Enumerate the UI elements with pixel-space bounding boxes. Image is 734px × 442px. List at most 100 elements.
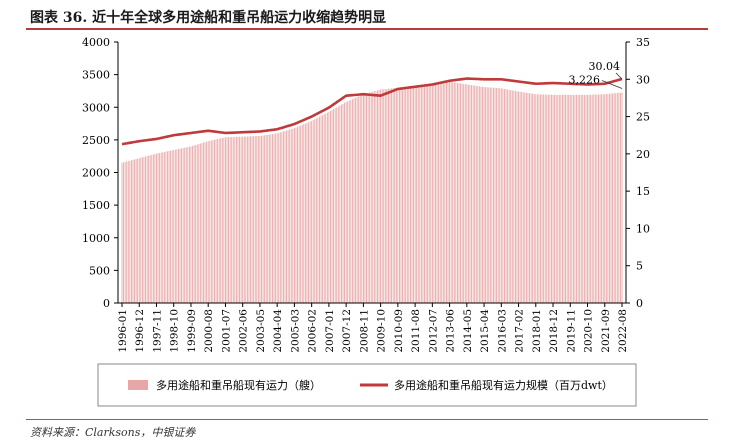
capacity-bar [130,160,132,303]
capacity-bar [279,132,281,303]
capacity-bar [315,118,317,304]
capacity-bar [450,82,452,303]
left-tick-label: 3500 [82,69,110,82]
capacity-bar [596,94,598,303]
capacity-bar [366,93,367,303]
capacity-bar [220,138,222,303]
capacity-bar [243,136,245,303]
x-tick-label: 2001-07 [220,309,232,353]
capacity-bar [367,92,369,303]
capacity-bar [483,87,485,303]
capacity-bar [168,150,170,303]
capacity-bar [607,93,609,303]
capacity-bar [582,94,584,303]
capacity-bar [361,94,363,303]
capacity-bar [557,94,559,303]
capacity-bar [416,86,418,303]
capacity-bar [248,136,250,303]
x-tick-label: 2013-06 [445,309,457,353]
right-tick-label: 30 [636,73,650,86]
capacity-bar [499,88,501,304]
left-tick-label: 2000 [82,167,110,180]
capacity-bar [587,94,588,303]
capacity-bar [591,94,593,303]
capacity-bar [590,94,592,303]
capacity-bar [500,88,502,303]
x-tick-label: 2005-03 [289,309,301,353]
capacity-bar [554,94,556,303]
capacity-bar [292,128,294,303]
capacity-bar [530,93,532,303]
capacity-bar [182,148,184,303]
capacity-bar [372,91,374,304]
x-tick-label: 2018-12 [548,309,560,353]
source-note: 资料来源：Clarksons，中银证券 [30,426,196,439]
capacity-bar [504,88,505,303]
capacity-bar [225,137,226,303]
x-tick-label: 2000-08 [203,309,215,353]
capacity-bar [160,152,162,303]
x-tick-label: 2016-03 [496,309,508,353]
capacity-bar [568,94,570,303]
capacity-bar [458,83,460,303]
capacity-bar [563,94,565,303]
capacity-bar [141,157,143,303]
capacity-bar [609,93,610,303]
capacity-bar [199,143,201,303]
x-tick-label: 2015-04 [479,309,491,353]
capacity-bar [464,84,466,304]
capacity-bar [574,94,576,303]
capacity-bar [356,97,358,303]
capacity-bar [235,136,237,303]
capacity-bar [522,92,524,303]
capacity-bar [254,136,256,303]
capacity-bar [308,122,309,303]
capacity-bar [612,93,614,304]
title-bar: 图表 36. 近十年全球多用途船和重吊船运力收缩趋势明显 [26,4,708,30]
capacity-bar [598,94,599,303]
capacity-bar [480,86,482,303]
capacity-bar [576,94,577,303]
capacity-bar [214,139,215,303]
left-tick-label: 0 [103,297,110,310]
capacity-bar [309,121,311,303]
x-tick-label: 2002-06 [238,309,250,353]
capacity-bar [547,94,549,303]
capacity-bar [281,131,283,303]
capacity-bar [184,147,186,303]
capacity-bar [400,87,402,303]
capacity-bar [580,94,582,303]
capacity-bar [333,109,335,304]
capacity-bar [436,83,438,303]
capacity-bar [314,119,316,303]
capacity-bar [417,85,419,304]
capacity-bar [229,137,231,303]
capacity-bar [428,84,430,303]
capacity-bar [438,83,440,303]
capacity-bar [532,93,534,303]
capacity-bar [339,105,341,303]
capacity-bar [257,136,259,303]
capacity-bar [620,92,621,303]
capacity-bar [406,86,408,304]
capacity-bar [312,120,314,304]
legend-label-line: 多用途船和重吊船现有运力规模（百万dwt） [394,378,613,392]
capacity-bar [562,94,563,303]
capacity-bar [422,85,424,304]
capacity-bar [295,127,297,303]
capacity-bar [449,81,451,303]
capacity-bar [221,137,223,303]
right-tick-label: 15 [636,185,650,198]
capacity-bar [259,135,261,303]
right-tick-label: 0 [636,297,643,310]
capacity-bar [394,88,396,303]
capacity-bar [162,152,164,303]
x-tick-label: 2014-05 [462,309,474,353]
capacity-bar [209,140,211,303]
capacity-bar [482,86,483,303]
capacity-bar [287,130,289,303]
capacity-bar [369,92,371,303]
capacity-bar [439,82,441,303]
capacity-bar [126,161,128,303]
capacity-bar [615,93,617,303]
